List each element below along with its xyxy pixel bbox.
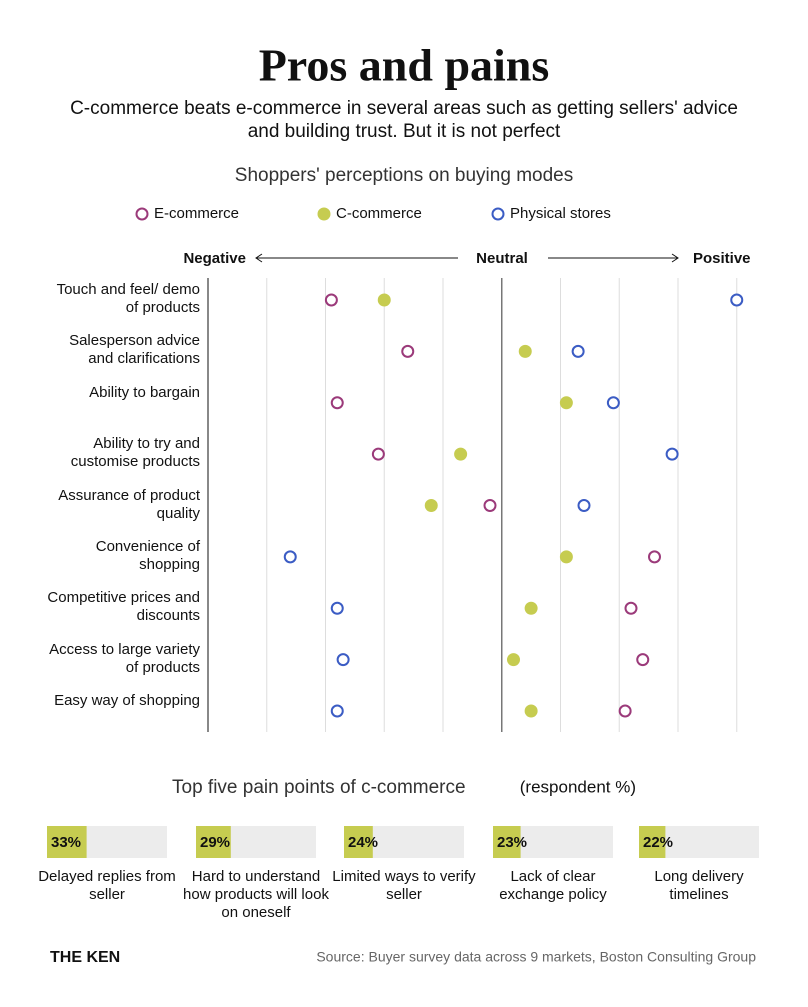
- bar: [196, 826, 231, 858]
- category-label: Touch and feel/ demo of products: [56, 281, 200, 316]
- dot: [618, 704, 632, 718]
- dot: [324, 293, 338, 307]
- value-label: 33%: [51, 834, 81, 851]
- category-label: Competitive prices and discounts: [47, 589, 200, 625]
- dot: [454, 447, 468, 461]
- dot: [665, 447, 679, 461]
- dot: [730, 293, 744, 307]
- dot: [624, 601, 638, 615]
- dot: [377, 293, 391, 307]
- dot: [636, 653, 650, 667]
- dot: [524, 601, 538, 615]
- dot: [483, 499, 497, 512]
- arrow-head: [255, 253, 263, 263]
- value-label: 24%: [348, 834, 378, 851]
- dot: [648, 550, 661, 564]
- value-label: 22%: [643, 834, 673, 851]
- dot: [524, 704, 538, 718]
- legend-marker: [135, 207, 149, 221]
- category-label: Ability to bargain: [89, 383, 200, 401]
- category-label: Long delivery timelines: [654, 868, 744, 903]
- category-label: Assurance of product quality: [58, 486, 200, 522]
- category-label: Salesperson advice and clarifications: [69, 332, 200, 368]
- axis-label: Negative: [183, 250, 246, 267]
- dot: [606, 396, 620, 410]
- dot: [571, 344, 585, 358]
- axis-label: Neutral: [476, 250, 528, 267]
- dot: [283, 550, 297, 564]
- category-label: Delayed replies from seller: [38, 868, 176, 903]
- value-label: 29%: [200, 834, 230, 851]
- category-label: Lack of clear exchange policy: [499, 868, 607, 903]
- legend-marker: [317, 207, 331, 221]
- dot: [424, 499, 438, 512]
- title: Pros and pains: [259, 40, 550, 91]
- legend-label: Physical stores: [510, 205, 611, 222]
- category-label: Easy way of shopping: [54, 692, 200, 709]
- bar: [493, 826, 521, 858]
- legend-label: C-commerce: [336, 205, 422, 222]
- brand: THE KEN: [50, 949, 120, 966]
- dot: [371, 447, 385, 461]
- dot: [330, 704, 344, 718]
- arrow-head: [671, 253, 679, 263]
- dot: [559, 396, 573, 410]
- dot: [507, 653, 520, 667]
- dot: [330, 601, 344, 615]
- category-label: Hard to understand how products will loo…: [183, 868, 329, 921]
- chart-title: Top five pain points of c-commerce: [172, 777, 466, 798]
- unit-note: (respondent %): [520, 777, 636, 796]
- legend-marker: [491, 207, 505, 221]
- category-label: Ability to try and customise products: [70, 435, 200, 471]
- bar: [639, 826, 666, 858]
- category-label: Access to large variety of products: [49, 640, 200, 676]
- category-label: Limited ways to verify seller: [332, 868, 476, 903]
- subtitle: C-commerce beats e-commerce in several a…: [70, 98, 738, 142]
- legend-label: E-commerce: [154, 205, 239, 222]
- bar: [47, 826, 87, 858]
- value-label: 23%: [497, 834, 527, 851]
- source: Source: Buyer survey data across 9 marke…: [316, 949, 756, 965]
- dot: [559, 550, 573, 564]
- dot: [518, 344, 532, 358]
- dot: [330, 396, 344, 410]
- axis-label: Positive: [693, 250, 751, 267]
- dot: [401, 344, 415, 358]
- bar: [344, 826, 373, 858]
- dot: [336, 653, 350, 667]
- chart-title: Shoppers' perceptions on buying modes: [235, 165, 573, 186]
- category-label: Convenience of shopping: [95, 537, 200, 573]
- dot: [577, 499, 591, 512]
